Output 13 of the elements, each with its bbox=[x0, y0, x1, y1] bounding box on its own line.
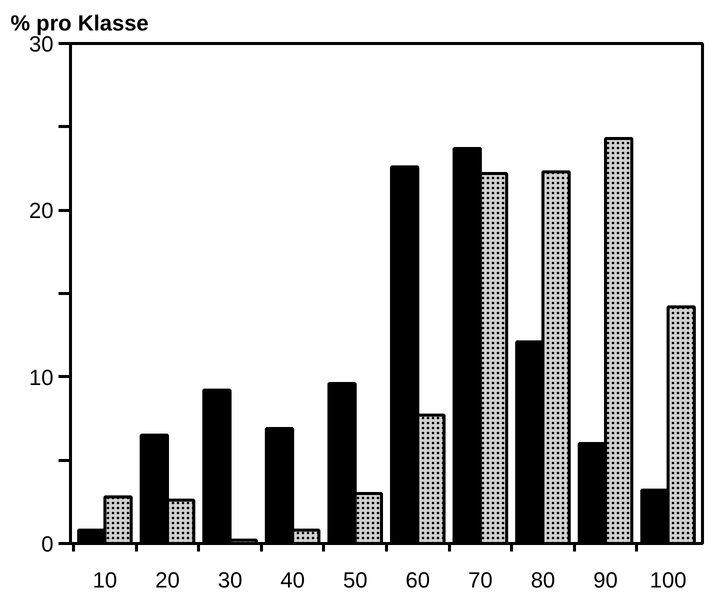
x-tick-label: 50 bbox=[342, 568, 368, 592]
x-tick-label: 60 bbox=[406, 568, 430, 592]
y-tick-label: 10 bbox=[29, 364, 54, 390]
x-tick-label: 90 bbox=[593, 568, 618, 592]
x-tick-label: 40 bbox=[280, 568, 305, 592]
y-tick-label: 0 bbox=[41, 532, 54, 556]
x-tick-label: 20 bbox=[155, 568, 180, 592]
x-tick-label: 100 bbox=[650, 568, 686, 592]
x-tick-label: 80 bbox=[530, 568, 556, 592]
x-tick-label: 10 bbox=[92, 568, 118, 592]
x-tick-label: 30 bbox=[218, 568, 242, 592]
y-tick-label: 20 bbox=[29, 198, 54, 224]
x-tick-label: 70 bbox=[468, 568, 493, 592]
